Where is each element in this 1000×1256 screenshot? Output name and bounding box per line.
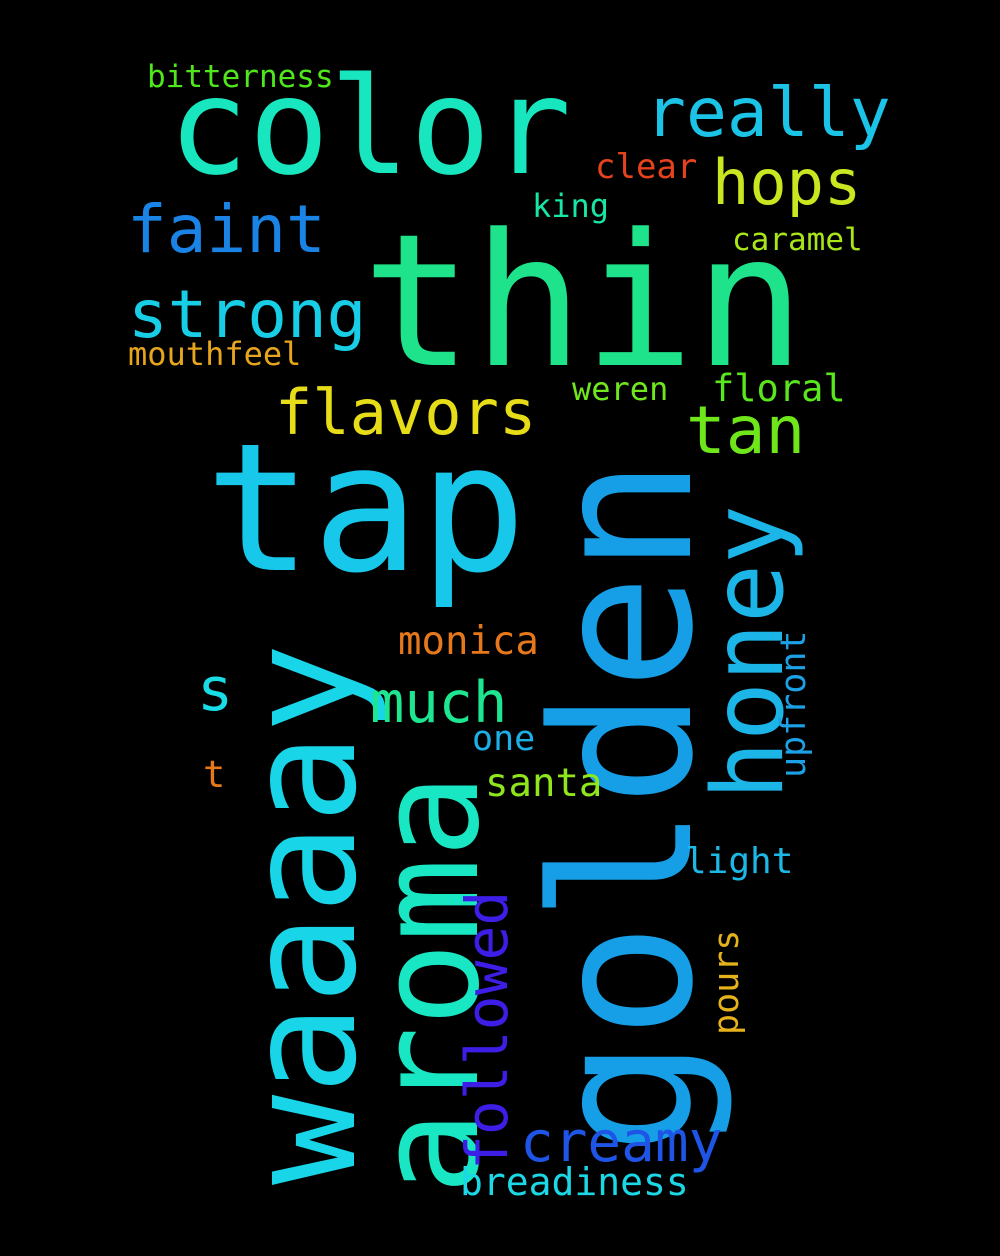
word-clear: clear [595,147,698,187]
word-weren: weren [572,370,669,408]
word-much: much [370,670,508,736]
word-followed: followed [453,890,521,1170]
word-color: color [168,49,572,205]
word-tan: tan [686,392,806,469]
word-monica: monica [398,619,539,664]
word-upfront: upfront [774,630,814,778]
word-hops: hops [712,146,862,219]
word-s: s [197,655,234,725]
word-caramel: caramel [732,222,863,258]
word-breadiness: breadiness [460,1160,689,1204]
word-mouthfeel: mouthfeel [128,335,302,373]
word-light: light [685,841,794,882]
word-one: one [472,719,536,759]
word-thin: thin [362,195,806,409]
word-t: t [203,753,226,796]
word-flavors: flavors [275,376,537,449]
word-tap: tap [205,405,527,612]
word-really: really [645,74,891,153]
word-santa: santa [485,761,603,806]
word-floral: floral [712,367,846,410]
word-king: king [532,187,610,225]
word-strong: strong [128,276,367,353]
word-bitterness: bitterness [147,59,334,95]
word-creamy: creamy [520,1110,723,1175]
word-faint: faint [127,191,326,268]
word-pours: pours [707,929,747,1035]
